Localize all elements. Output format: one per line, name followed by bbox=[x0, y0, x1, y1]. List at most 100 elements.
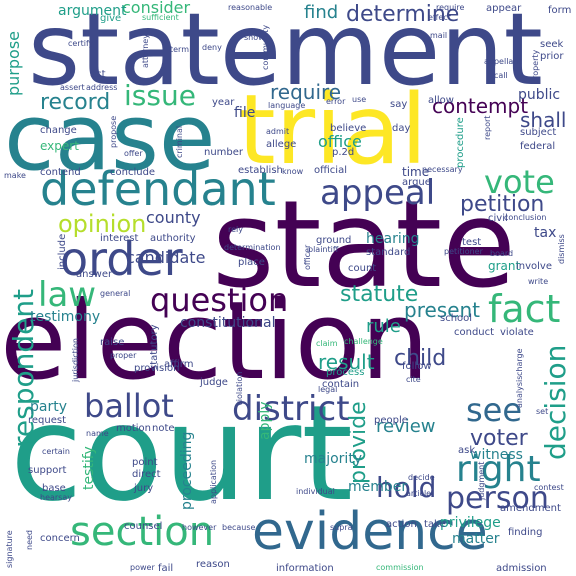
word-provision: provision bbox=[134, 363, 180, 374]
word-statute: statute bbox=[340, 282, 419, 307]
word-people: people bbox=[374, 415, 408, 426]
word-commission: commission bbox=[376, 563, 424, 572]
word-jurisdiction: jurisdiction bbox=[71, 338, 80, 382]
word-act: act bbox=[90, 69, 106, 80]
word-allow: allow bbox=[428, 95, 454, 106]
word-determination: determination bbox=[224, 243, 281, 252]
word-charge: charge bbox=[515, 348, 524, 376]
word-appellant: appellant bbox=[484, 57, 522, 66]
word-challenge: challenge bbox=[344, 337, 383, 346]
word-voter: voter bbox=[470, 426, 528, 451]
word-judgment: judgment bbox=[477, 461, 486, 500]
word-community: community bbox=[261, 24, 270, 70]
word-counsel: counsel bbox=[124, 521, 163, 532]
word-tax: tax bbox=[534, 225, 557, 241]
word-witness: witness bbox=[470, 447, 523, 463]
word-right: right bbox=[456, 449, 541, 490]
word-issue: issue bbox=[124, 79, 196, 112]
word-hearsay: hearsay bbox=[40, 493, 72, 502]
word-take: take bbox=[424, 519, 446, 530]
word-federal: federal bbox=[520, 141, 556, 152]
word-conclude: conclude bbox=[110, 167, 156, 178]
word-standard: standard bbox=[366, 247, 411, 258]
word-affirm: affirm bbox=[164, 359, 194, 370]
word-base: base bbox=[42, 483, 66, 494]
word-show: show bbox=[244, 33, 265, 42]
word-form: form bbox=[548, 5, 572, 16]
word-county: county bbox=[146, 208, 201, 227]
word-jury: jury bbox=[134, 483, 154, 494]
word-allege: allege bbox=[266, 139, 297, 150]
word-party: party bbox=[30, 399, 67, 415]
word-raise: raise bbox=[100, 337, 125, 348]
word-change: change bbox=[40, 125, 77, 136]
word-result: result bbox=[318, 350, 375, 374]
word-write: write bbox=[528, 277, 549, 286]
word-law: law bbox=[38, 275, 97, 315]
word-address: address bbox=[86, 83, 118, 92]
word-argue: argue bbox=[402, 177, 431, 188]
word-grant: grant bbox=[488, 259, 521, 273]
word-general: general bbox=[100, 289, 131, 298]
word-answer: answer bbox=[76, 269, 113, 280]
word-give: give bbox=[100, 13, 122, 24]
word-proceeding: proceeding bbox=[179, 431, 195, 510]
word-use: use bbox=[352, 95, 367, 104]
word-fact: fact bbox=[488, 287, 561, 331]
word-candidate: candidate bbox=[126, 248, 206, 267]
word-expert: expert bbox=[40, 139, 79, 153]
word-member: member bbox=[348, 479, 408, 495]
word-appeal: appeal bbox=[320, 173, 436, 213]
word-necessary: necessary bbox=[422, 165, 463, 174]
word-contend: contend bbox=[40, 167, 81, 178]
word-call: call bbox=[494, 71, 508, 80]
word-say: say bbox=[390, 99, 408, 110]
word-rule: rule bbox=[366, 316, 401, 337]
word-review: review bbox=[376, 416, 436, 437]
word-rely: rely bbox=[228, 225, 243, 234]
word-legal: legal bbox=[318, 385, 338, 394]
word-testimony: testimony bbox=[30, 309, 101, 325]
word-conclusion: conclusion bbox=[504, 213, 547, 222]
word-process: process bbox=[326, 367, 365, 378]
word-seek: seek bbox=[540, 39, 564, 50]
word-time: time bbox=[402, 165, 430, 179]
word-statement: statement bbox=[28, 0, 543, 108]
word-ground: ground bbox=[316, 235, 352, 246]
word-support: support bbox=[28, 465, 67, 476]
word-present: present bbox=[404, 298, 481, 322]
word-sufficient: sufficient bbox=[142, 13, 179, 22]
word-admission: admission bbox=[496, 563, 547, 574]
word-power: power bbox=[130, 563, 155, 572]
word-contest: contest bbox=[534, 483, 564, 492]
word-ask: ask bbox=[458, 445, 476, 456]
word-argument: argument bbox=[58, 3, 127, 19]
word-place: place bbox=[238, 257, 265, 268]
word-set: set bbox=[536, 407, 549, 416]
word-because: because bbox=[222, 523, 256, 532]
word-vote: vote bbox=[484, 163, 555, 201]
word-amendment: amendment bbox=[500, 503, 561, 514]
word-order: order bbox=[60, 232, 183, 286]
word-trial: trial bbox=[238, 74, 428, 186]
word-language: language bbox=[268, 101, 306, 110]
word-test: test bbox=[462, 237, 482, 248]
word-petitioner: petitioner bbox=[444, 247, 483, 256]
word-file: file bbox=[234, 105, 256, 121]
word-purpose: purpose bbox=[4, 31, 23, 96]
word-subject: subject bbox=[520, 127, 557, 138]
word-individual: individual bbox=[296, 487, 335, 496]
word-offer: offer bbox=[124, 149, 143, 158]
word-matter: matter bbox=[452, 531, 500, 547]
word-court: court bbox=[10, 377, 354, 531]
word-procedure: procedure bbox=[455, 117, 466, 168]
word-district: district bbox=[232, 389, 350, 429]
word-admit: admit bbox=[266, 127, 290, 136]
word-violation: violation bbox=[235, 371, 244, 406]
word-follow: follow bbox=[402, 361, 432, 372]
word-section: section bbox=[70, 509, 215, 555]
word-officer: officer bbox=[303, 244, 312, 270]
word-majority: majority bbox=[304, 451, 363, 467]
word-cite: cite bbox=[406, 375, 421, 384]
